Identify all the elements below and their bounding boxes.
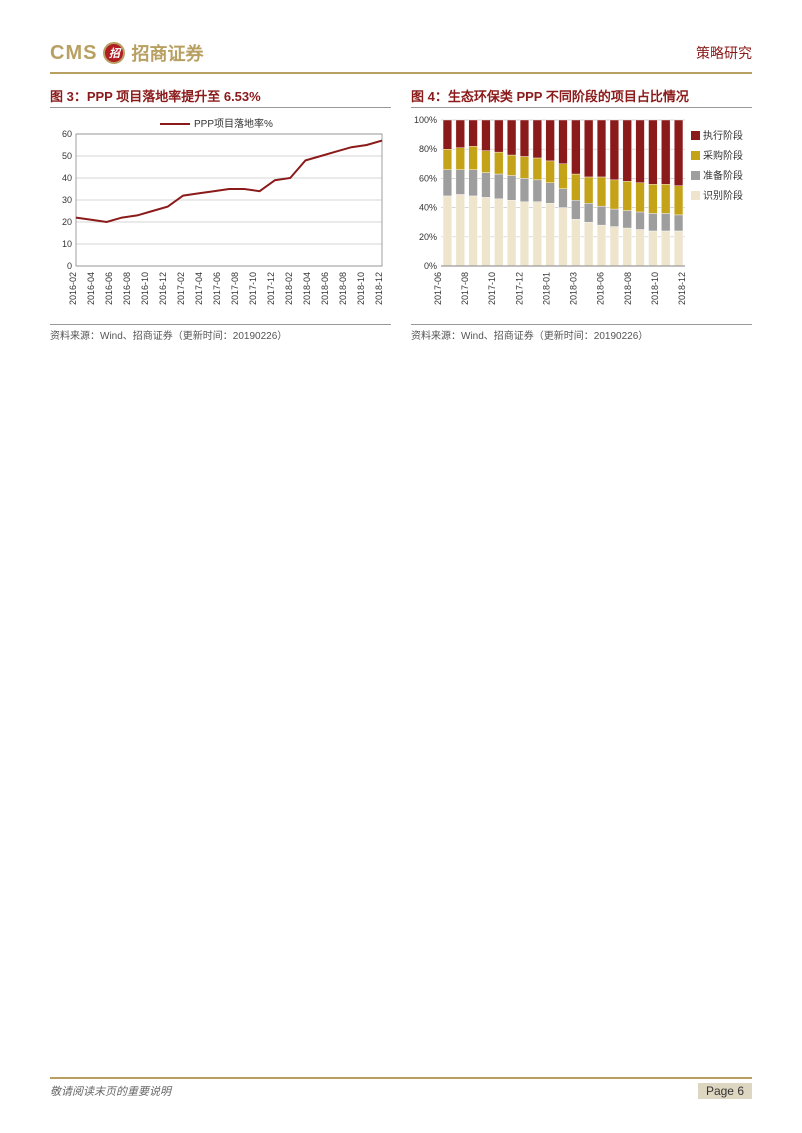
svg-text:2016-02: 2016-02	[68, 272, 78, 305]
svg-text:50: 50	[62, 151, 72, 161]
svg-text:10: 10	[62, 239, 72, 249]
svg-text:2018-12: 2018-12	[374, 272, 384, 305]
chart-4-source: 资料来源：Wind、招商证券（更新时间：20190226）	[411, 324, 752, 342]
chart-4-svg: 0% 20% 40% 60% 80% 100% 2017-06 2017-08 2017-10 2…	[411, 112, 751, 322]
svg-text:PPP项目落地率%: PPP项目落地率%	[194, 117, 273, 130]
svg-text:2018-08: 2018-08	[623, 272, 633, 305]
svg-text:执行阶段: 执行阶段	[703, 129, 743, 142]
svg-text:2016-08: 2016-08	[122, 272, 132, 305]
chart-3-title: 图 3：PPP 项目落地率提升至 6.53%	[50, 86, 391, 108]
svg-text:2017-08: 2017-08	[460, 272, 470, 305]
svg-text:60: 60	[62, 129, 72, 139]
svg-text:2018-06: 2018-06	[320, 272, 330, 305]
page: CMS 招 招商证券 策略研究 图 3：PPP 项目落地率提升至 6.53% 0…	[50, 40, 752, 1093]
svg-text:2016-06: 2016-06	[104, 272, 114, 305]
svg-text:30: 30	[62, 195, 72, 205]
svg-text:2018-10: 2018-10	[356, 272, 366, 305]
svg-text:0%: 0%	[424, 261, 437, 271]
svg-text:20: 20	[62, 217, 72, 227]
svg-text:2017-06: 2017-06	[212, 272, 222, 305]
svg-text:2018-08: 2018-08	[338, 272, 348, 305]
svg-text:2017-10: 2017-10	[487, 272, 497, 305]
svg-text:2016-04: 2016-04	[86, 272, 96, 305]
svg-text:2017-04: 2017-04	[194, 272, 204, 305]
svg-text:2018-10: 2018-10	[650, 272, 660, 305]
svg-text:2017-08: 2017-08	[230, 272, 240, 305]
chart-4-holder: 0% 20% 40% 60% 80% 100% 2017-06 2017-08 2017-10 2…	[411, 112, 752, 322]
logo-cms-text: CMS	[50, 42, 97, 65]
svg-text:2018-12: 2018-12	[677, 272, 687, 305]
svg-text:2017-12: 2017-12	[514, 272, 524, 305]
svg-text:2017-02: 2017-02	[176, 272, 186, 305]
charts-row: 图 3：PPP 项目落地率提升至 6.53% 0 10 20 30 40 50 60 PPP项…	[50, 86, 752, 342]
chart-4-title: 图 4：生态环保类 PPP 不同阶段的项目占比情况	[411, 86, 752, 108]
logo-circle-icon: 招	[103, 42, 125, 64]
svg-text:2018-04: 2018-04	[302, 272, 312, 305]
svg-text:准备阶段: 准备阶段	[703, 169, 743, 182]
page-header: CMS 招 招商证券 策略研究	[50, 40, 752, 74]
svg-text:0: 0	[67, 261, 72, 271]
svg-text:识别阶段: 识别阶段	[703, 189, 743, 202]
brand-logo: CMS 招 招商证券	[50, 40, 203, 66]
svg-text:2018-01: 2018-01	[541, 272, 551, 305]
svg-text:40%: 40%	[419, 203, 437, 213]
svg-text:2017-12: 2017-12	[266, 272, 276, 305]
svg-text:2016-12: 2016-12	[158, 272, 168, 305]
svg-text:2016-10: 2016-10	[140, 272, 150, 305]
page-footer: 敬请阅读末页的重要说明 Page 6	[50, 1077, 752, 1099]
chart-3-source: 资料来源：Wind、招商证券（更新时间：20190226）	[50, 324, 391, 342]
chart-3-svg: 0 10 20 30 40 50 60 PPP项目落地率% 2016-02 2016-04 2016…	[50, 112, 390, 322]
svg-text:80%: 80%	[419, 144, 437, 154]
chart-3-panel: 图 3：PPP 项目落地率提升至 6.53% 0 10 20 30 40 50 60 PPP项…	[50, 86, 391, 342]
footer-disclaimer: 敬请阅读末页的重要说明	[50, 1083, 171, 1099]
svg-text:20%: 20%	[419, 232, 437, 242]
svg-text:100%: 100%	[414, 115, 437, 125]
svg-text:2017-10: 2017-10	[248, 272, 258, 305]
svg-text:2018-03: 2018-03	[569, 272, 579, 305]
footer-page-number: Page 6	[698, 1083, 752, 1099]
svg-text:2017-06: 2017-06	[433, 272, 443, 305]
chart-3-holder: 0 10 20 30 40 50 60 PPP项目落地率% 2016-02 2016-04 2016…	[50, 112, 391, 322]
svg-text:60%: 60%	[419, 173, 437, 183]
svg-text:40: 40	[62, 173, 72, 183]
chart-4-panel: 图 4：生态环保类 PPP 不同阶段的项目占比情况 0% 20% 40% 60% 80%…	[411, 86, 752, 342]
svg-text:2018-06: 2018-06	[596, 272, 606, 305]
svg-text:采购阶段: 采购阶段	[703, 149, 743, 162]
header-category: 策略研究	[696, 43, 752, 63]
logo-cn-text: 招商证券	[131, 40, 203, 66]
svg-text:2018-02: 2018-02	[284, 272, 294, 305]
